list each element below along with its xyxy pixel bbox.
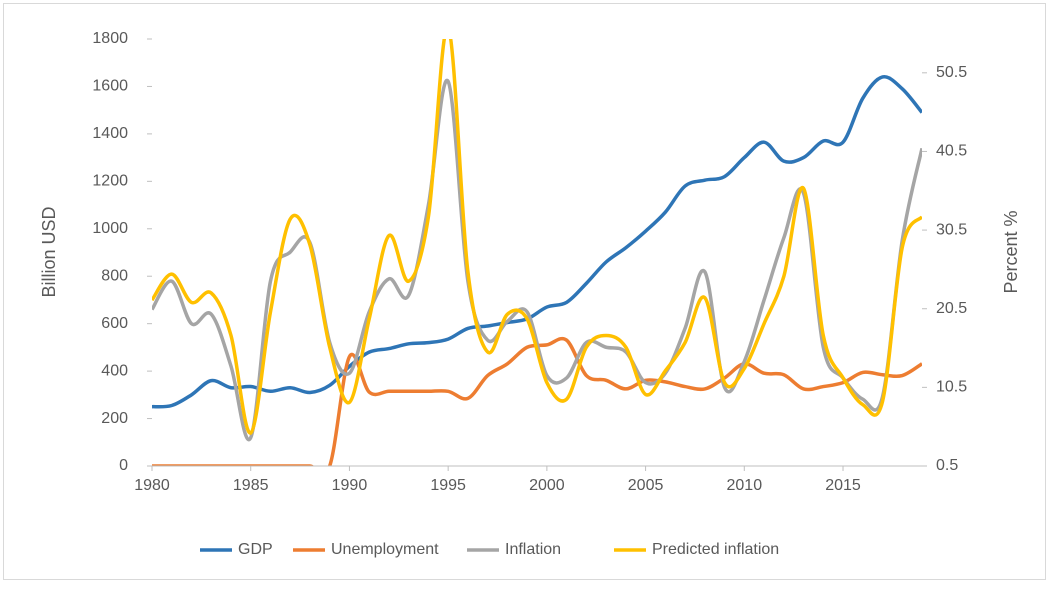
legend-label: Inflation [505, 541, 561, 558]
x-tick-label: 1985 [233, 477, 269, 494]
x-tick-label: 1980 [134, 477, 170, 494]
y-tick-label: 600 [101, 315, 128, 332]
series-line [152, 75, 922, 409]
x-tick-label: 2010 [727, 477, 763, 494]
legend-label: GDP [238, 541, 273, 558]
series-line [152, 39, 922, 435]
x-tick-label: 1990 [332, 477, 368, 494]
y2-tick-label: 50.5 [936, 64, 967, 81]
y-tick-label: 1000 [92, 220, 128, 237]
y2-axis-label: Percent % [1001, 210, 1021, 293]
y-tick-label: 1200 [92, 173, 128, 190]
y2-tick-label: 10.5 [936, 379, 967, 396]
legend-label: Unemployment [331, 541, 439, 558]
plot-area [152, 39, 922, 466]
y-tick-label: 0 [119, 457, 128, 474]
y-tick-label: 400 [101, 362, 128, 379]
x-tick-label: 2000 [529, 477, 565, 494]
y-tick-label: 1400 [92, 125, 128, 142]
y2-tick-label: 40.5 [936, 143, 967, 160]
y-tick-label: 200 [101, 410, 128, 427]
series-line [152, 336, 922, 466]
x-tick-label: 1995 [430, 477, 466, 494]
y2-tick-label: 20.5 [936, 300, 967, 317]
y2-tick-label: 30.5 [936, 221, 967, 238]
legend-label: Predicted inflation [652, 541, 779, 558]
y-axis-label: Billion USD [39, 206, 59, 297]
x-tick-label: 2015 [825, 477, 861, 494]
y-tick-label: 1600 [92, 78, 128, 95]
y-tick-label: 1800 [92, 30, 128, 47]
y-tick-label: 800 [101, 267, 128, 284]
y2-tick-label: 0.5 [936, 457, 958, 474]
x-tick-label: 2005 [628, 477, 664, 494]
